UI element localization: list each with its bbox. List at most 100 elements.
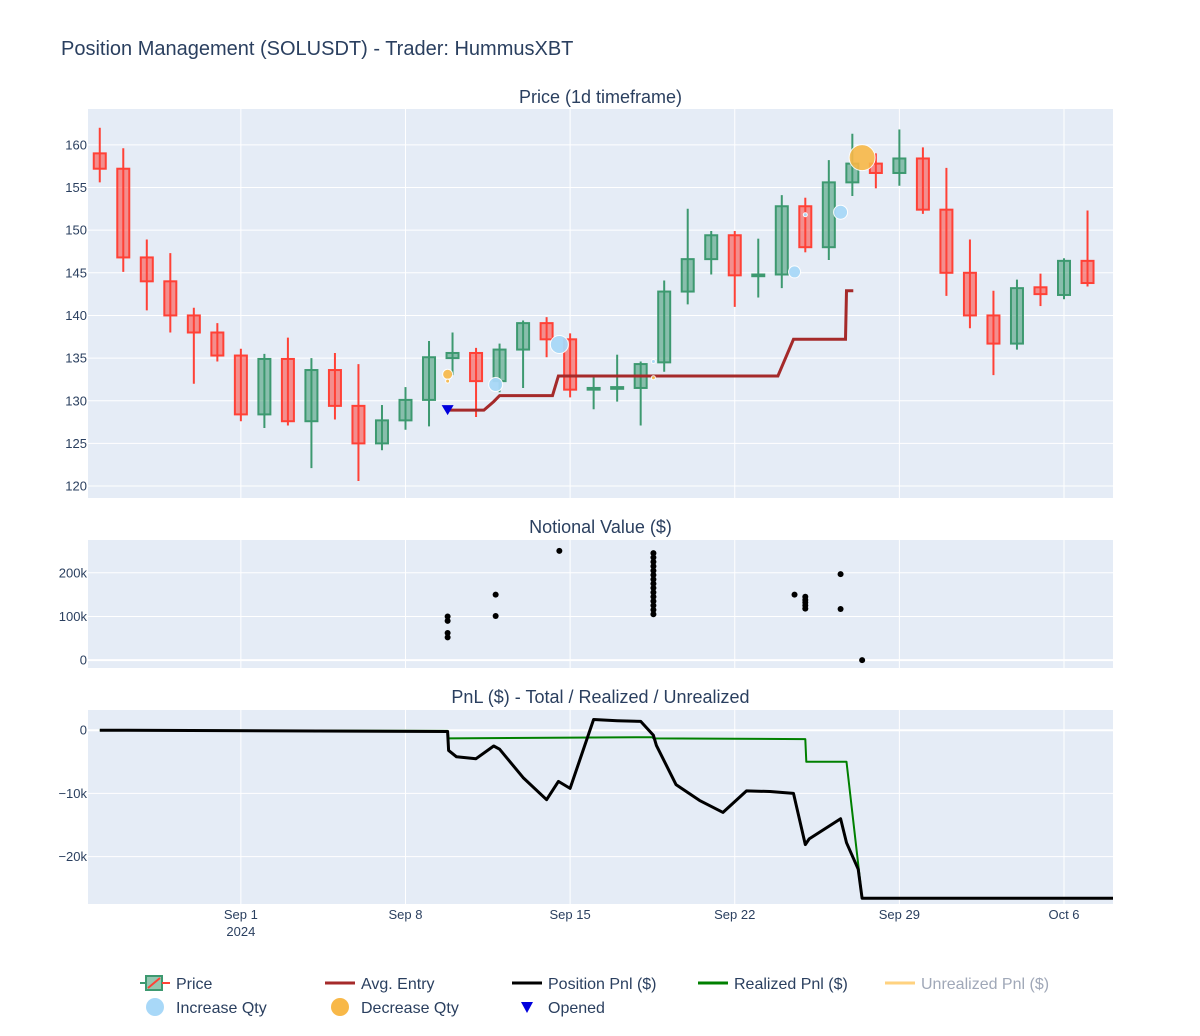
legend-label: Price <box>176 976 213 993</box>
panel-3-background <box>88 710 1113 904</box>
notional-point <box>650 602 657 609</box>
candle-body <box>1009 287 1024 345</box>
candle-body <box>280 357 295 423</box>
candle-body <box>986 314 1001 345</box>
y-tick-label: 135 <box>65 351 87 366</box>
candle <box>445 332 460 376</box>
notional-point <box>650 550 657 557</box>
notional-point <box>650 571 657 578</box>
candle <box>727 230 742 307</box>
increase-qty-marker <box>488 377 504 393</box>
notional-point <box>444 617 451 624</box>
candle <box>351 364 366 481</box>
increase-qty-marker <box>788 265 802 279</box>
notional-point <box>650 563 657 570</box>
legend-item-increase-qty: Increase Qty <box>146 998 267 1017</box>
legend-circle-icon <box>331 998 349 1016</box>
candle <box>257 353 272 429</box>
candle <box>774 195 789 289</box>
notional-point <box>650 576 657 583</box>
decrease-qty-marker <box>650 375 656 381</box>
legend-label: Increase Qty <box>176 1000 267 1017</box>
candle-body <box>186 314 201 334</box>
candle <box>962 239 977 329</box>
candle <box>163 253 178 333</box>
increase-qty-marker <box>833 204 849 220</box>
candle-body <box>751 273 766 278</box>
candle-body <box>962 271 977 317</box>
candle-body <box>680 258 695 293</box>
candle-body <box>1033 286 1048 296</box>
notional-point <box>650 558 657 565</box>
candle <box>516 320 531 388</box>
legend-circle-icon <box>146 998 164 1016</box>
panel-1-title: Price (1d timeframe) <box>519 87 682 107</box>
opened-marker <box>441 405 454 416</box>
y-tick-label: 0 <box>80 653 87 668</box>
candle-body <box>798 205 813 249</box>
panel-3: PnL ($) - Total / Realized / Unrealized 0… <box>58 687 1113 904</box>
notional-point <box>444 613 451 620</box>
candle <box>327 352 342 420</box>
notional-point <box>837 606 844 613</box>
candle <box>374 405 389 451</box>
legend-label: Realized Pnl ($) <box>734 976 848 993</box>
candlestick-series <box>92 127 1095 481</box>
notional-point <box>859 657 866 664</box>
legend-item-avg-entry: Avg. Entry <box>325 976 435 993</box>
legend-item-price: Price <box>140 975 213 993</box>
notional-point <box>802 605 809 612</box>
legend-triangle-icon <box>521 1002 533 1013</box>
candle <box>116 148 131 272</box>
notional-point <box>556 547 563 554</box>
notional-point <box>444 630 451 637</box>
legend-item-opened: Opened <box>521 1000 605 1017</box>
candle-body <box>374 419 389 445</box>
panel-1-background <box>88 109 1113 498</box>
candle-body <box>398 398 413 422</box>
candle <box>610 354 625 402</box>
figure-title: Position Management (SOLUSDT) - Trader: … <box>61 38 573 60</box>
candle-body <box>539 322 554 341</box>
candle-body <box>516 322 531 351</box>
candle <box>680 208 695 305</box>
y-tick-label: 100k <box>59 609 88 624</box>
candle-body <box>657 290 672 364</box>
candle <box>1057 258 1072 300</box>
notional-point <box>650 611 657 618</box>
notional-series <box>444 547 866 664</box>
increase-qty-marker <box>549 334 569 354</box>
legend-candle-diag <box>147 977 161 989</box>
legend-label: Decrease Qty <box>361 1000 459 1017</box>
candle <box>422 341 437 427</box>
candle-body <box>1080 259 1095 285</box>
candle-body <box>233 354 248 416</box>
candle-body <box>139 256 154 283</box>
candle <box>186 307 201 384</box>
candle <box>280 337 295 426</box>
candle-body <box>445 351 460 360</box>
legend-item-decrease-qty: Decrease Qty <box>331 998 459 1017</box>
notional-point <box>650 585 657 592</box>
notional-point <box>650 554 657 561</box>
candle <box>1009 279 1024 350</box>
candle-body <box>422 356 437 401</box>
increase-qty-marker <box>650 359 656 365</box>
candle-body <box>774 205 789 276</box>
candle-body <box>892 157 907 174</box>
candle-body <box>915 157 930 211</box>
y-tick-label: −20k <box>58 849 87 864</box>
candle <box>657 280 672 372</box>
x-tick-label: Sep 15 <box>550 907 591 922</box>
y-tick-label: 125 <box>65 436 87 451</box>
candle <box>1033 273 1048 307</box>
legend-item-unrealized-pnl: Unrealized Pnl ($) <box>885 976 1049 993</box>
candle <box>539 317 554 358</box>
candle-body <box>92 152 107 170</box>
y-tick-label: −10k <box>58 786 87 801</box>
candle-body <box>492 348 507 383</box>
candle-body <box>727 234 742 277</box>
candle-body <box>210 331 225 357</box>
notional-point <box>650 580 657 587</box>
